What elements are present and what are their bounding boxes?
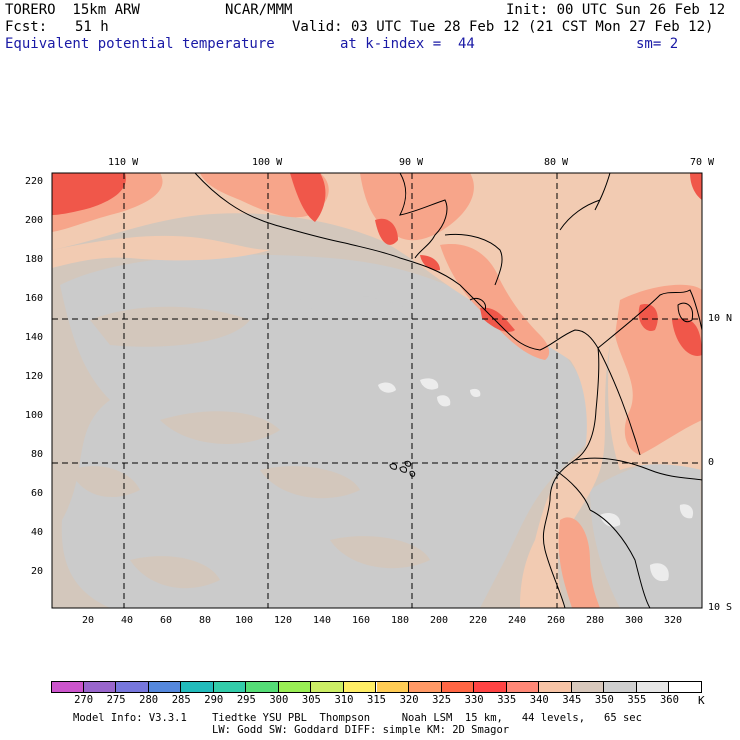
bottom-label: 60 (160, 615, 173, 626)
colorbar-cell (376, 681, 410, 693)
colorbar-cell (539, 681, 572, 693)
colorbar-tick-label: 275 (106, 694, 126, 706)
colorbar-tick-label: 295 (236, 694, 256, 706)
bottom-label: 160 (352, 615, 371, 626)
bottom-label: 40 (121, 615, 134, 626)
map-frame (51, 172, 703, 609)
colorbar-cell (343, 681, 377, 693)
left-label: 140 (25, 332, 44, 343)
bottom-label: 80 (199, 615, 212, 626)
lat-label-10s: 10 S (708, 602, 733, 613)
colorbar-cell (636, 681, 670, 693)
colorbar-tick-label: 355 (627, 694, 647, 706)
colorbar-tick-label: 345 (562, 694, 582, 706)
colorbar-tick-label: 325 (432, 694, 452, 706)
colorbar-unit: K (698, 694, 705, 707)
colorbar-cell (213, 681, 247, 693)
colorbar-tick-label: 290 (204, 694, 224, 706)
colorbar-cell (506, 681, 540, 693)
colorbar-frame (51, 681, 702, 693)
bottom-label: 20 (82, 615, 95, 626)
bottom-label: 200 (430, 615, 449, 626)
colorbar-tick-label: 280 (139, 694, 159, 706)
lon-label-70w: 70 W (690, 157, 715, 168)
bottom-label: 140 (313, 615, 332, 626)
left-label: 100 (25, 410, 44, 421)
colorbar-cell (83, 681, 117, 693)
colorbar-cell (604, 681, 637, 693)
lat-label-0: 0 (708, 457, 715, 468)
colorbar-tick-label: 305 (301, 694, 321, 706)
bottom-label: 120 (274, 615, 293, 626)
forecast-hours: 51 h (75, 19, 109, 35)
level-info: at k-index = 44 (340, 36, 475, 52)
model-title: TORERO 15km ARW (5, 2, 140, 18)
colorbar-cell (246, 681, 279, 693)
colorbar-cell (409, 681, 442, 693)
tan-pockets (70, 306, 430, 589)
smoothing-info: sm= 2 (636, 36, 679, 52)
bottom-label: 280 (586, 615, 605, 626)
colorbar-tick-label: 300 (269, 694, 289, 706)
left-label: 160 (25, 293, 44, 304)
bottom-label: 260 (547, 615, 566, 626)
white-field-spots (378, 378, 694, 582)
left-label: 120 (25, 371, 44, 382)
bottom-label: 240 (508, 615, 527, 626)
coastlines (194, 173, 702, 608)
colorbar-tick-label: 335 (497, 694, 517, 706)
colorbar-cell (474, 681, 507, 693)
bottom-label: 100 (235, 615, 254, 626)
colorbar-tick-label: 360 (659, 694, 679, 706)
init-time: Init: 00 UTC Sun 26 Feb 12 (506, 2, 726, 18)
red-field-regions (52, 173, 702, 356)
lat-label-10n: 10 N (708, 313, 733, 324)
colorbar-cell (51, 681, 84, 693)
colorbar-cell (441, 681, 475, 693)
lon-label-110w: 110 W (108, 157, 139, 168)
colorbar-cell (181, 681, 214, 693)
left-label: 40 (31, 527, 44, 538)
left-label: 80 (31, 449, 44, 460)
center-name: NCAR/MMM (225, 2, 293, 18)
colorbar-cell (571, 681, 605, 693)
colorbar-tick-label: 350 (594, 694, 614, 706)
lon-label-90w: 90 W (399, 157, 424, 168)
left-label: 60 (31, 488, 44, 499)
left-label: 180 (25, 254, 44, 265)
lat-lon-grid (52, 173, 702, 608)
left-label: 20 (31, 566, 44, 577)
bottom-label: 300 (625, 615, 644, 626)
bottom-label: 320 (664, 615, 683, 626)
colorbar-cell (148, 681, 182, 693)
left-label: 200 (25, 215, 44, 226)
footer-model-info: Model Info: V3.3.1 Tiedtke YSU PBL Thomp… (73, 712, 642, 724)
colorbar-tick-label: 310 (334, 694, 354, 706)
field-name: Equivalent potential temperature (5, 36, 275, 52)
lon-label-100w: 100 W (252, 157, 283, 168)
colorbar-tick-label: 340 (529, 694, 549, 706)
bottom-label: 180 (391, 615, 410, 626)
footer-physics-info: LW: Godd SW: Goddard DIFF: simple KM: 2D… (212, 724, 510, 736)
forecast-label: Fcst: (5, 19, 48, 35)
colorbar-tick-label: 330 (464, 694, 484, 706)
colorbar-cell (116, 681, 149, 693)
valid-time: Valid: 03 UTC Tue 28 Feb 12 (21 CST Mon … (292, 19, 714, 35)
colorbar-tick-label: 315 (367, 694, 386, 706)
colorbar-tick-label: 270 (74, 694, 94, 706)
lon-label-80w: 80 W (544, 157, 569, 168)
colorbar-cell (278, 681, 312, 693)
bottom-label: 220 (469, 615, 488, 626)
colorbar-cell (311, 681, 344, 693)
left-label: 220 (25, 176, 44, 187)
colorbar-tick-label: 320 (399, 694, 419, 706)
colorbar-tick-label: 285 (171, 694, 191, 706)
